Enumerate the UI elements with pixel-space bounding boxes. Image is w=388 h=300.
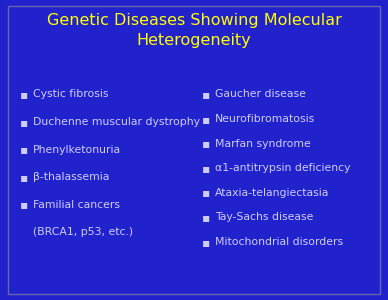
Text: β-thalassemia: β-thalassemia xyxy=(33,172,109,182)
Text: Mitochondrial disorders: Mitochondrial disorders xyxy=(215,237,343,247)
Text: ▪: ▪ xyxy=(19,143,28,156)
Text: Ataxia-telangiectasia: Ataxia-telangiectasia xyxy=(215,188,330,198)
Text: ▪: ▪ xyxy=(202,162,210,175)
Text: α1-antitrypsin deficiency: α1-antitrypsin deficiency xyxy=(215,163,351,173)
Text: Gaucher disease: Gaucher disease xyxy=(215,89,306,100)
Text: ▪: ▪ xyxy=(19,171,28,184)
Text: Marfan syndrome: Marfan syndrome xyxy=(215,139,311,149)
Text: Phenylketonuria: Phenylketonuria xyxy=(33,145,121,155)
Text: ▪: ▪ xyxy=(19,116,28,129)
Text: ▪: ▪ xyxy=(19,198,28,212)
Text: Genetic Diseases Showing Molecular
Heterogeneity: Genetic Diseases Showing Molecular Heter… xyxy=(47,14,341,48)
Text: ▪: ▪ xyxy=(19,88,28,101)
Text: Neurofibromatosis: Neurofibromatosis xyxy=(215,114,315,124)
Text: ▪: ▪ xyxy=(202,137,210,150)
Text: ▪: ▪ xyxy=(202,211,210,224)
Text: ▪: ▪ xyxy=(202,112,210,126)
Text: ▪: ▪ xyxy=(202,186,210,200)
Text: ▪: ▪ xyxy=(202,236,210,249)
Text: ▪: ▪ xyxy=(202,88,210,101)
Text: Duchenne muscular dystrophy: Duchenne muscular dystrophy xyxy=(33,117,200,127)
Text: Cystic fibrosis: Cystic fibrosis xyxy=(33,89,109,100)
Text: Familial cancers: Familial cancers xyxy=(33,200,120,210)
Text: Tay-Sachs disease: Tay-Sachs disease xyxy=(215,212,314,223)
Text: (BRCA1, p53, etc.): (BRCA1, p53, etc.) xyxy=(33,227,133,238)
